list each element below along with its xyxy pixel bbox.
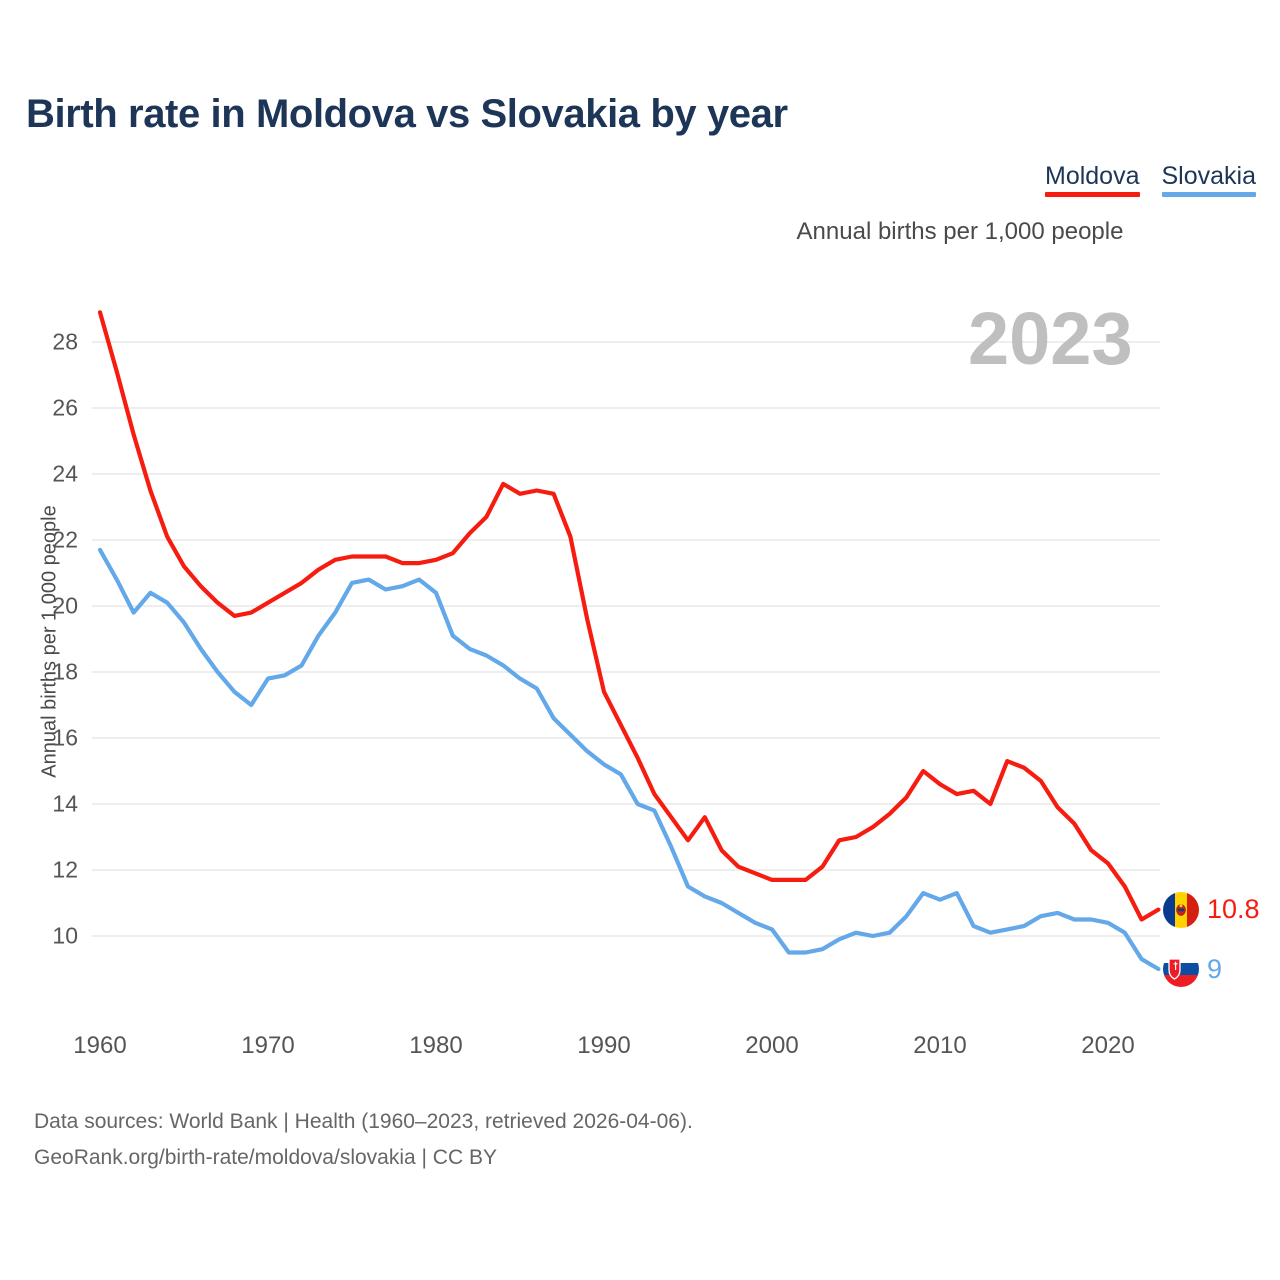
- y-tick-label: 20: [52, 592, 78, 619]
- legend-swatch-moldova: [1045, 192, 1140, 198]
- slovakia-flag-icon: [1163, 951, 1199, 987]
- legend-item-moldova[interactable]: Moldova: [1045, 162, 1140, 198]
- y-tick-label: 12: [52, 856, 78, 883]
- watermark-year: 2023: [968, 297, 1133, 380]
- x-tick-label: 1990: [577, 1032, 631, 1059]
- chart-subtitle: Annual births per 1,000 people: [0, 218, 1280, 246]
- series-line-moldova[interactable]: [97, 310, 1161, 922]
- gridlines: [92, 341, 1160, 937]
- y-tick-label: 16: [52, 724, 78, 751]
- legend: Moldova Slovakia: [1045, 162, 1257, 198]
- end-label-slovakia: 9: [1163, 951, 1222, 987]
- y-tick-label: 28: [52, 328, 78, 355]
- legend-label-moldova: Moldova: [1045, 162, 1140, 190]
- x-axis-ticks: 1960 1970 1980 1990 2000 2010 2020: [0, 1032, 1280, 1072]
- moldova-flag-icon: [1163, 891, 1199, 928]
- footer-line-attribution: GeoRank.org/birth-rate/moldova/slovakia …: [34, 1146, 497, 1170]
- y-tick-label: 18: [52, 658, 78, 685]
- end-value-slovakia: 9: [1207, 953, 1223, 984]
- legend-label-slovakia: Slovakia: [1161, 162, 1257, 190]
- x-tick-label: 1980: [409, 1032, 463, 1059]
- y-tick-label: 22: [52, 526, 78, 553]
- y-tick-label: 24: [52, 460, 78, 487]
- y-axis-ticks: 10 12 14 16 18 20 22 24 26 28: [32, 0, 78, 1280]
- y-tick-label: 14: [52, 790, 78, 817]
- x-tick-label: 1970: [241, 1032, 295, 1059]
- footer: Data sources: World Bank | Health (1960–…: [34, 1104, 693, 1176]
- end-label-moldova: 10.8: [1163, 891, 1260, 928]
- x-tick-label: 2010: [913, 1032, 967, 1059]
- page-title: Birth rate in Moldova vs Slovakia by yea…: [26, 92, 788, 136]
- x-tick-label: 1960: [73, 1032, 127, 1059]
- footer-line-sources: Data sources: World Bank | Health (1960–…: [34, 1110, 693, 1133]
- y-tick-label: 26: [52, 394, 78, 421]
- chart-subtitle-text: Annual births per 1,000 people: [796, 218, 1124, 245]
- series-line-slovakia[interactable]: [97, 547, 1161, 972]
- series-lines: [97, 310, 1161, 972]
- legend-swatch-slovakia: [1161, 192, 1256, 198]
- legend-item-slovakia[interactable]: Slovakia: [1161, 162, 1257, 198]
- x-tick-label: 2000: [745, 1032, 799, 1059]
- y-tick-label: 10: [52, 922, 78, 949]
- x-tick-label: 2020: [1081, 1032, 1135, 1059]
- end-value-moldova: 10.8: [1207, 894, 1260, 925]
